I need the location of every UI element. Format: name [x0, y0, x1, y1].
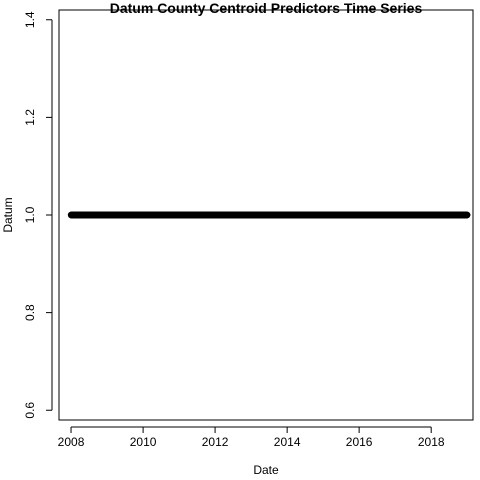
- y-tick-label: 0.6: [23, 402, 37, 419]
- x-axis-label: Date: [253, 463, 279, 477]
- data-point: [463, 211, 471, 219]
- y-tick-label: 1.0: [23, 206, 37, 223]
- y-tick-label: 0.8: [23, 304, 37, 321]
- y-tick-label: 1.2: [23, 109, 37, 126]
- y-tick-label: 1.4: [23, 11, 37, 28]
- x-tick-label: 2014: [274, 435, 301, 449]
- x-tick-label: 2016: [346, 435, 373, 449]
- x-axis: 2008 2010 2012 2014 2016 2018: [58, 426, 445, 449]
- chart-title: Datum County Centroid Predictors Time Se…: [110, 0, 423, 16]
- x-tick-label: 2010: [130, 435, 157, 449]
- plot-frame: [58, 9, 474, 421]
- x-tick-label: 2018: [418, 435, 445, 449]
- x-tick-label: 2008: [58, 435, 85, 449]
- y-axis: 0.6 0.8 1.0 1.2 1.4: [23, 11, 53, 419]
- data-points: [67, 211, 471, 219]
- x-tick-label: 2012: [202, 435, 229, 449]
- y-axis-label: Datum: [1, 197, 15, 232]
